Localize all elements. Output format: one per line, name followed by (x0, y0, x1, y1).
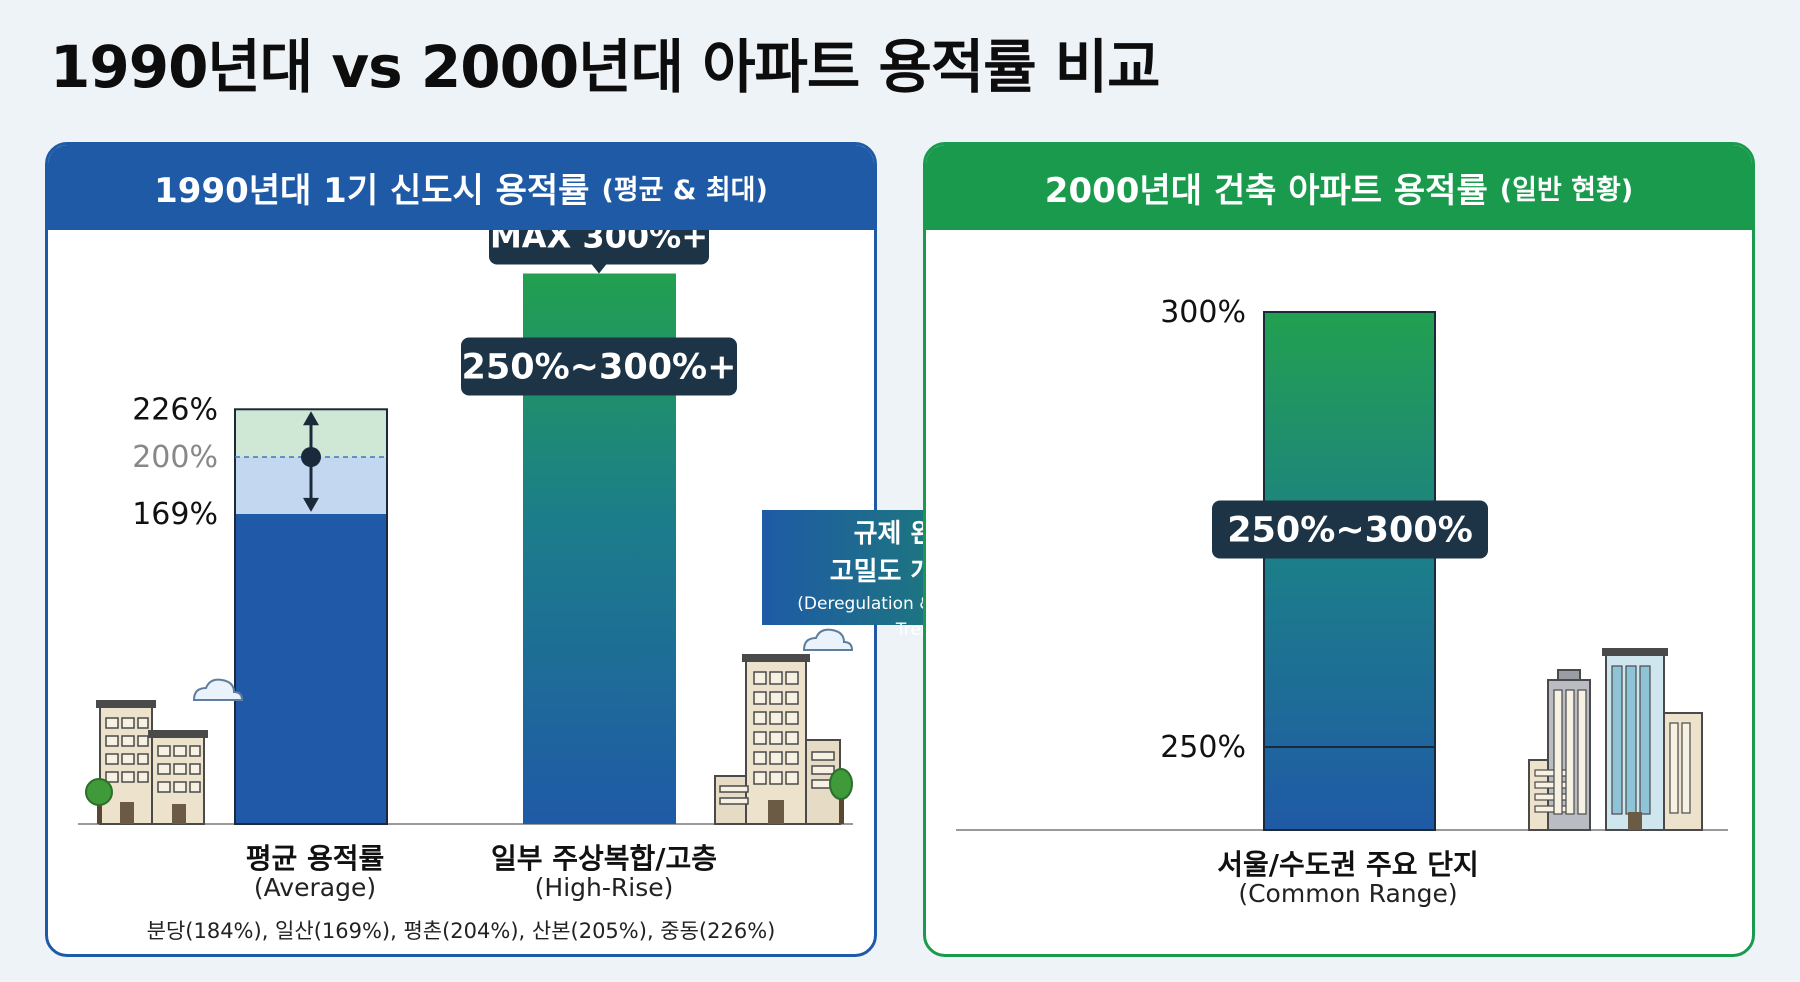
chart-2000s: 300% 250% 250%~300% (956, 295, 1728, 831)
range-label: 250%~300% (1227, 511, 1473, 551)
panel-2000s-header: 2000년대 건축 아파트 용적률 (일반 현황) (926, 145, 1752, 230)
max-label-pointer (591, 263, 607, 274)
bar-common-sublabel: (Common Range) (1238, 879, 1458, 908)
bar-average-solid (235, 513, 387, 824)
city-list-note: 분당(184%), 일산(169%), 평촌(204%), 산본(205%), … (146, 919, 776, 943)
range-label: 250%~300%+ (462, 348, 737, 388)
tick-label-250: 250% (1160, 730, 1246, 765)
chart-1990s: 226% 200% 169% MAX 300%+ 250%~300%+ (78, 230, 854, 825)
range-mid-dot (301, 447, 321, 467)
range-arrow-down-icon (303, 497, 319, 512)
max-label: MAX 300%+ (490, 230, 708, 256)
tick-label-169: 169% (132, 497, 218, 532)
bar-common-label: 서울/수도권 주요 단지 (1217, 848, 1479, 881)
panel-1990s: 1990년대 1기 신도시 용적률 (평균 & 최대) 226% 200% 16… (45, 142, 877, 957)
cloud-icon (192, 678, 244, 701)
bar-average-outline (234, 408, 388, 825)
range-label-box (461, 337, 737, 396)
tree-icon (85, 778, 113, 824)
bar-high-rise-label: 일부 주상복합/고층 (490, 842, 718, 875)
panel-1990s-subtitle: (평균 & 최대) (601, 175, 768, 206)
tick-label-226: 226% (132, 392, 218, 427)
bar-common-range (1263, 311, 1436, 831)
tree-icon (829, 768, 853, 824)
tick-label-200: 200% (132, 440, 218, 475)
bar-high-rise-sublabel: (High-Rise) (534, 873, 674, 902)
page-title: 1990년대 vs 2000년대 아파트 용적률 비교 (50, 33, 1160, 101)
building-high-rise-icon (714, 654, 841, 825)
panel-2000s: 2000년대 건축 아파트 용적률 (일반 현황) 300% 250% 250%… (923, 142, 1755, 957)
range-label-box (1212, 500, 1488, 559)
buildings-low-icon (96, 700, 208, 825)
range-arrow-up-icon (303, 411, 319, 426)
tick-label-300: 300% (1160, 295, 1246, 330)
panel-1990s-title: 1990년대 1기 신도시 용적률 (154, 171, 590, 211)
cloud-icon (802, 628, 854, 651)
bar-average-label: 평균 용적률 (245, 842, 385, 875)
panel-2000s-title: 2000년대 건축 아파트 용적률 (1044, 171, 1488, 211)
city-buildings-icon (1528, 648, 1703, 831)
panel-1990s-header: 1990년대 1기 신도시 용적률 (평균 & 최대) (48, 145, 874, 230)
bar-average-sublabel: (Average) (253, 873, 377, 902)
panel-2000s-subtitle: (일반 현황) (1499, 175, 1634, 206)
max-label-box (489, 230, 709, 265)
